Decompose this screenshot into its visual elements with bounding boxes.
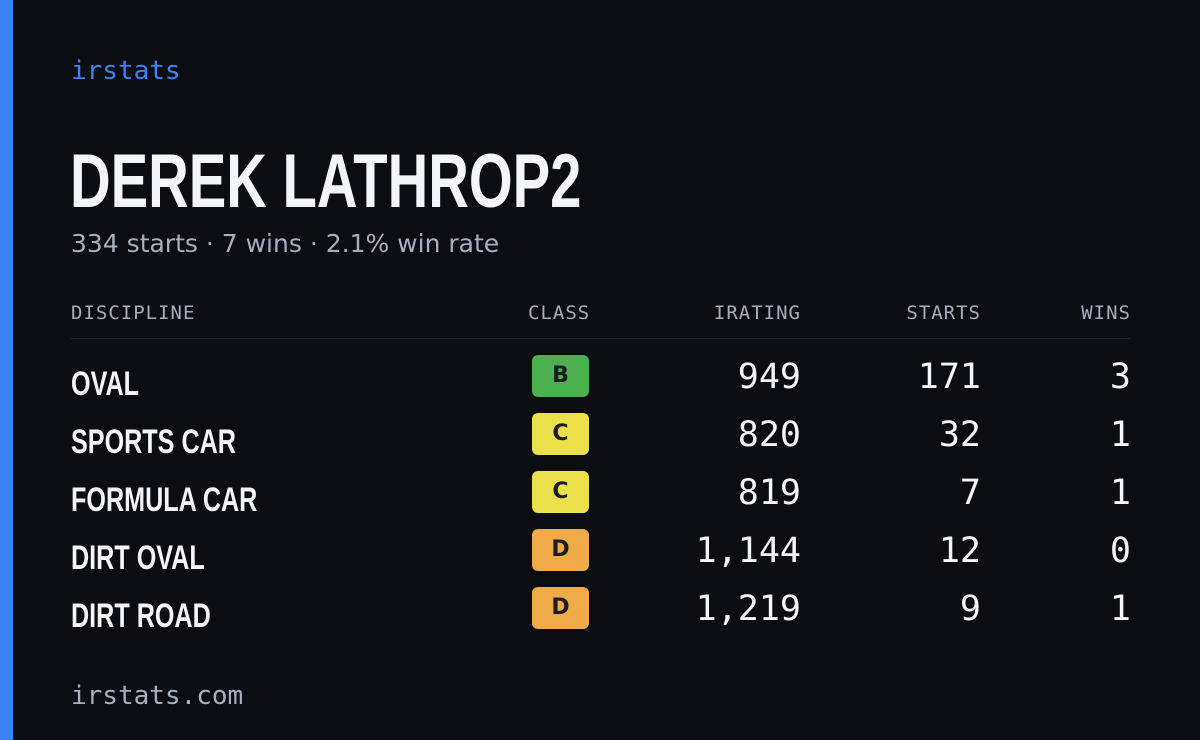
- irating-value: 1,219: [695, 589, 801, 629]
- wins-value: 1: [1109, 415, 1131, 455]
- discipline-name: FORMULA CAR: [71, 481, 258, 519]
- irating-value: 1,144: [695, 531, 801, 571]
- discipline-name: DIRT OVAL: [71, 539, 205, 577]
- header-starts: STARTS: [906, 302, 981, 324]
- starts-value: 9: [959, 589, 981, 629]
- irating-value: 949: [737, 357, 801, 397]
- starts-value: 7: [959, 473, 981, 513]
- table-header: DISCIPLINE CLASS IRATING STARTS WINS: [71, 300, 1131, 339]
- wins-value: 0: [1109, 531, 1131, 571]
- driver-name: DEREK LATHROP2: [70, 139, 582, 224]
- class-badge: D: [532, 529, 589, 571]
- header-wins: WINS: [1081, 302, 1131, 324]
- wins-value: 1: [1109, 589, 1131, 629]
- irating-value: 820: [737, 415, 801, 455]
- table-row: OVAL B 949 171 3: [71, 355, 1131, 413]
- header-discipline: DISCIPLINE: [71, 302, 196, 324]
- brand-logo: irstats: [71, 56, 181, 86]
- wins-value: 1: [1109, 473, 1131, 513]
- starts-value: 12: [938, 531, 981, 571]
- irating-value: 819: [737, 473, 801, 513]
- wins-value: 3: [1109, 357, 1131, 397]
- class-badge: D: [532, 587, 589, 629]
- table-row: SPORTS CAR C 820 32 1: [71, 413, 1131, 471]
- class-badge: C: [532, 413, 589, 455]
- table-row: FORMULA CAR C 819 7 1: [71, 471, 1131, 529]
- table-row: DIRT OVAL D 1,144 12 0: [71, 529, 1131, 587]
- accent-bar: [0, 0, 13, 740]
- starts-value: 32: [938, 415, 981, 455]
- header-irating: IRATING: [713, 302, 801, 324]
- driver-summary: 334 starts · 7 wins · 2.1% win rate: [71, 229, 500, 258]
- table-row: DIRT ROAD D 1,219 9 1: [71, 587, 1131, 645]
- discipline-name: DIRT ROAD: [71, 597, 211, 635]
- class-badge: C: [532, 471, 589, 513]
- starts-value: 171: [917, 357, 981, 397]
- class-badge: B: [532, 355, 589, 397]
- discipline-name: SPORTS CAR: [71, 423, 236, 461]
- discipline-name: OVAL: [71, 365, 140, 403]
- footer-domain: irstats.com: [71, 681, 244, 711]
- header-class: CLASS: [528, 302, 591, 324]
